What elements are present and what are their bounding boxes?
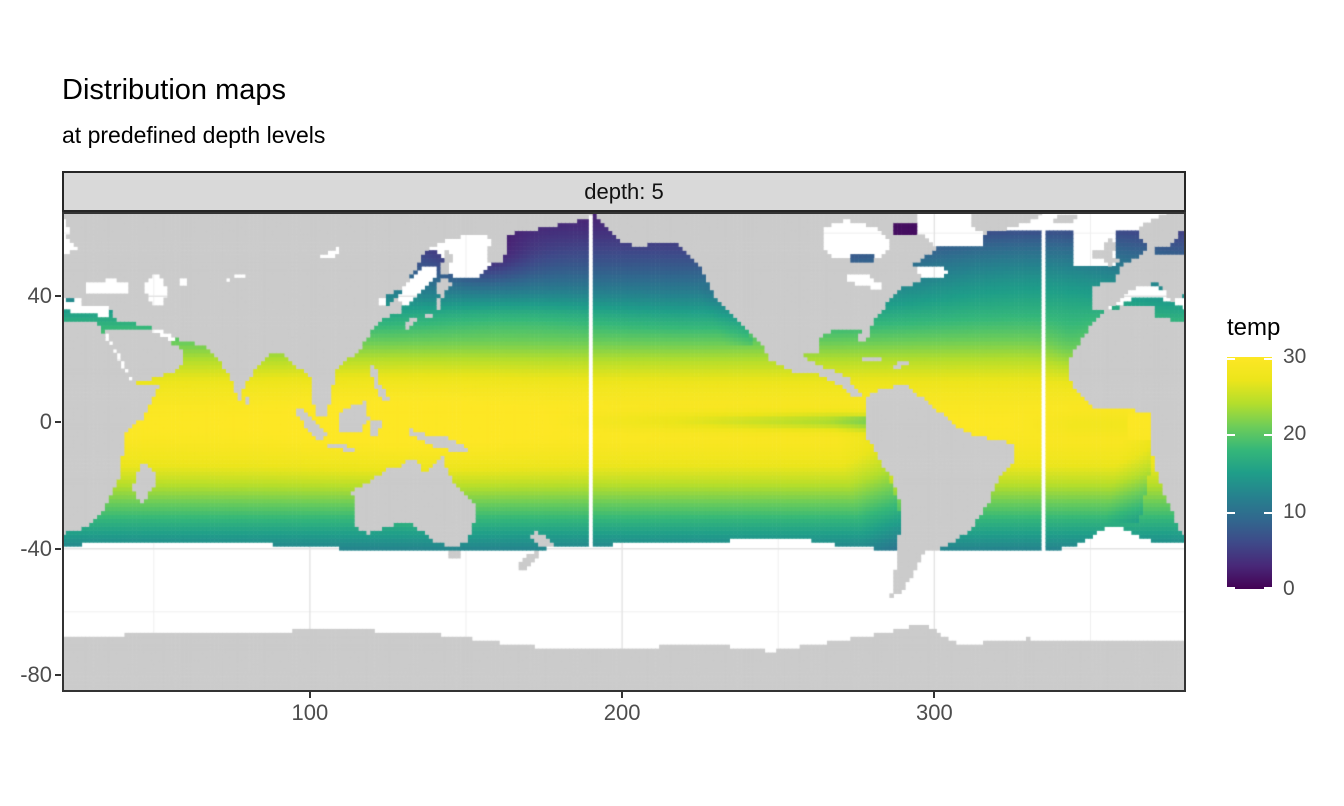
y-axis-tick-label: 0 bbox=[39, 409, 52, 435]
legend-colorbar: 0 10 20 30 bbox=[1227, 346, 1306, 600]
legend-tick-mark bbox=[1227, 358, 1235, 360]
legend-tick-mark bbox=[1227, 511, 1235, 514]
facet-strip-label: depth: 5 bbox=[584, 178, 664, 204]
y-axis-tick-mark bbox=[55, 673, 61, 676]
legend-tick-label: 30 bbox=[1283, 345, 1307, 368]
x-axis-tick-label: 300 bbox=[915, 700, 953, 725]
legend-tick-mark bbox=[1264, 358, 1272, 360]
legend-tick-label: 0 bbox=[1283, 577, 1295, 600]
x-axis-tick-label: 200 bbox=[603, 700, 641, 725]
y-axis-tick-mark bbox=[55, 421, 61, 424]
x-axis-tick-mark bbox=[308, 692, 311, 698]
legend-tick-mark bbox=[1264, 511, 1272, 514]
y-axis-tick-mark bbox=[55, 547, 61, 550]
legend-tick-mark bbox=[1264, 434, 1272, 437]
y-axis-tick-label: 40 bbox=[27, 283, 52, 309]
legend-tick-label: 10 bbox=[1283, 499, 1307, 523]
x-axis-tick-label: 100 bbox=[291, 700, 329, 725]
page-subtitle: at predefined depth levels bbox=[62, 122, 326, 148]
facet-strip: depth: 5 bbox=[62, 171, 1186, 212]
legend-title: temp bbox=[1227, 314, 1281, 341]
x-axis-tick-mark bbox=[621, 692, 624, 698]
legend-tick-mark bbox=[1227, 434, 1235, 437]
y-axis-tick-mark bbox=[55, 295, 61, 298]
map-panel bbox=[62, 212, 1186, 692]
page-title: Distribution maps bbox=[62, 74, 287, 106]
y-axis-tick-label: -40 bbox=[20, 535, 52, 561]
legend-tick-label: 20 bbox=[1283, 422, 1307, 446]
legend-tick-mark bbox=[1227, 587, 1235, 589]
legend: temp 0 10 20 30 bbox=[1226, 314, 1306, 600]
legend-tick-mark bbox=[1264, 587, 1272, 589]
temperature-map-canvas bbox=[62, 212, 1186, 692]
y-axis-tick-label: -80 bbox=[20, 661, 52, 687]
x-axis-tick-mark bbox=[933, 692, 936, 698]
